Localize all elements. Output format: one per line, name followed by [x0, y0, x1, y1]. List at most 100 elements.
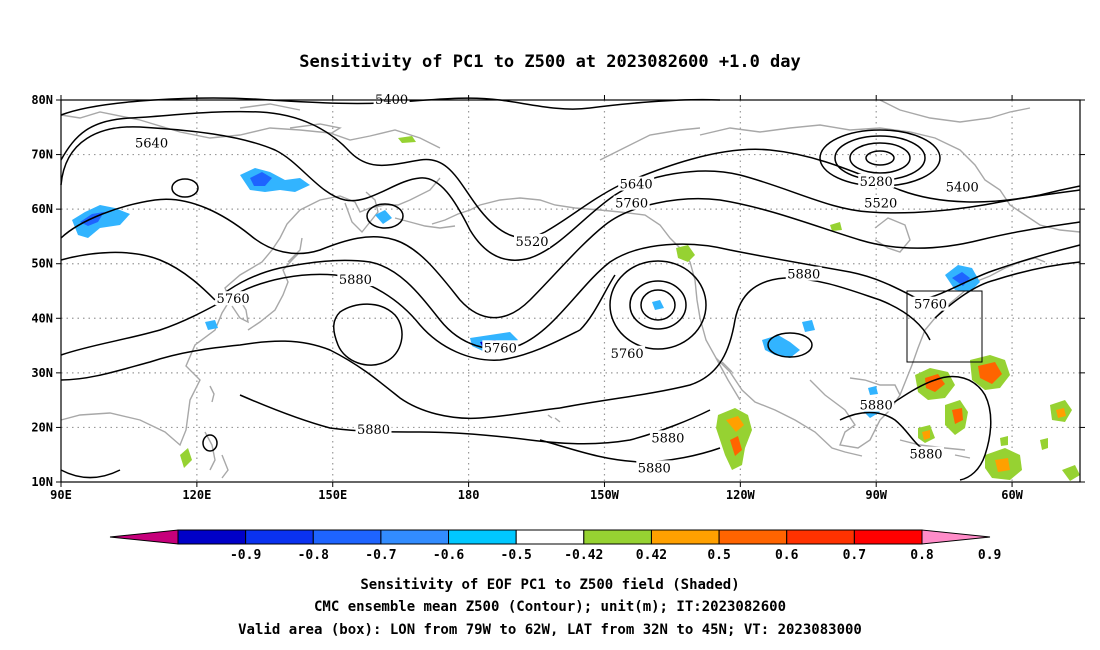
valid-area-box [906, 290, 983, 363]
contour-line [60, 394, 711, 479]
contour-line [171, 178, 199, 198]
contour-label-bg [482, 340, 519, 355]
contour-label: 5880 [638, 461, 671, 476]
lat-tick-label: 50N [31, 257, 53, 271]
caption-line-3: Valid area (box): LON from 79W to 62W, L… [238, 622, 862, 638]
colorbar-segment [245, 529, 314, 545]
colorbar-segment [380, 529, 450, 545]
contour-label: 5520 [864, 197, 897, 212]
contour-label: 5640 [135, 137, 168, 152]
colorbar: -0.9 -0.8 -0.7 -0.6 -0.5 -0.42 0.42 0.5 0.6 0.7 0.… [109, 529, 1001, 563]
contour-label: 5760 [217, 292, 250, 307]
contour-label-bg [785, 266, 822, 281]
colorbar-segment [853, 529, 923, 545]
contour-label-bg [373, 92, 410, 106]
contour-label: 5760 [611, 347, 644, 362]
aleutians [394, 217, 456, 229]
colorbar-end-low [109, 529, 179, 545]
lon-tick-label: 120E [182, 488, 211, 502]
lat-tick-label: 80N [31, 93, 53, 107]
contour-label-bg [858, 173, 895, 188]
captions: Sensitivity of EOF PC1 to Z500 field (Sh… [238, 577, 862, 638]
contour-label-bg [355, 422, 392, 437]
arctic-canada [699, 124, 1081, 233]
colorbar-label: -0.6 [433, 548, 464, 563]
greenland [879, 99, 1031, 123]
contour-label-bg [133, 135, 170, 150]
colorbar-label: 0.42 [636, 548, 667, 563]
contour-line [919, 244, 1081, 301]
shade-negative [250, 172, 272, 186]
colorbar-label: 0.5 [707, 548, 730, 563]
contour-line [849, 142, 911, 174]
shade-positive [1040, 438, 1048, 450]
lon-tick-label: 120W [726, 488, 756, 502]
contour-line [934, 261, 1081, 319]
contour-line [889, 375, 992, 481]
contour-line [579, 274, 616, 331]
colorbar-label: -0.8 [298, 548, 329, 563]
shade-negative [868, 386, 878, 395]
contour-label-bg [613, 195, 650, 210]
shade-positive [952, 408, 963, 424]
contour-label: 5760 [914, 298, 947, 313]
siberia-north [60, 111, 441, 149]
contour-label: 5880 [787, 268, 820, 283]
asia-coast [60, 177, 441, 447]
lon-tick-label: 60W [1001, 488, 1023, 502]
contour-label: 5880 [339, 273, 372, 288]
contour-label: 5640 [620, 178, 653, 193]
colorbar-segment [786, 529, 855, 545]
shade-positive [1000, 436, 1008, 446]
contour-line [214, 243, 921, 350]
lat-tick-label: 70N [31, 148, 53, 162]
lon-tick-label: 90W [865, 488, 887, 502]
contour-line [640, 289, 676, 321]
shade-positive [1056, 408, 1066, 418]
colorbar-segment [448, 529, 517, 545]
colorbar-label: 0.7 [843, 548, 866, 563]
shade-positive [830, 222, 842, 231]
contour-line [60, 197, 1081, 319]
na-west-coast [679, 247, 863, 457]
shade-negative [375, 210, 392, 224]
contour-label-bg [912, 296, 949, 311]
shade-positive [978, 362, 1002, 384]
contour-label-bg [862, 195, 899, 210]
lat-tick-label: 30N [31, 366, 53, 380]
colorbar-label: -0.42 [564, 548, 603, 563]
contour-line [865, 150, 895, 166]
contour-line [202, 434, 218, 452]
hudson-bay [874, 217, 911, 253]
shade-positive [180, 448, 192, 468]
colorbar-segment [650, 529, 720, 545]
colorbar-label: -0.7 [365, 548, 396, 563]
colorbar-end-high [921, 529, 991, 545]
lat-tick-label: 60N [31, 202, 53, 216]
contour-label-bg [649, 430, 686, 445]
contour-label: 5880 [651, 431, 684, 446]
contour-label: 5880 [860, 399, 893, 414]
lon-tick-label: 90E [50, 488, 72, 502]
contour-label: 5760 [484, 341, 517, 356]
colorbar-label: -0.9 [230, 548, 261, 563]
shade-positive [1062, 465, 1080, 481]
philippines [204, 431, 229, 479]
caption-line-1: Sensitivity of EOF PC1 to Z500 field (Sh… [360, 577, 739, 593]
colorbar-segment [515, 529, 585, 545]
contour-label: 5280 [860, 175, 893, 190]
alaska [431, 127, 701, 249]
colorbar-label: 0.6 [775, 548, 799, 563]
colorbar-segment [177, 529, 247, 545]
colorbar-label: -0.5 [501, 548, 532, 563]
shade-negative [72, 205, 130, 238]
shade-negative [205, 320, 218, 330]
lon-tick-label: 180 [458, 488, 480, 502]
contour-label-bg [337, 272, 374, 287]
korea-peninsula [231, 299, 249, 324]
contour-line [366, 203, 404, 229]
colorbar-label: 0.9 [978, 548, 1001, 563]
